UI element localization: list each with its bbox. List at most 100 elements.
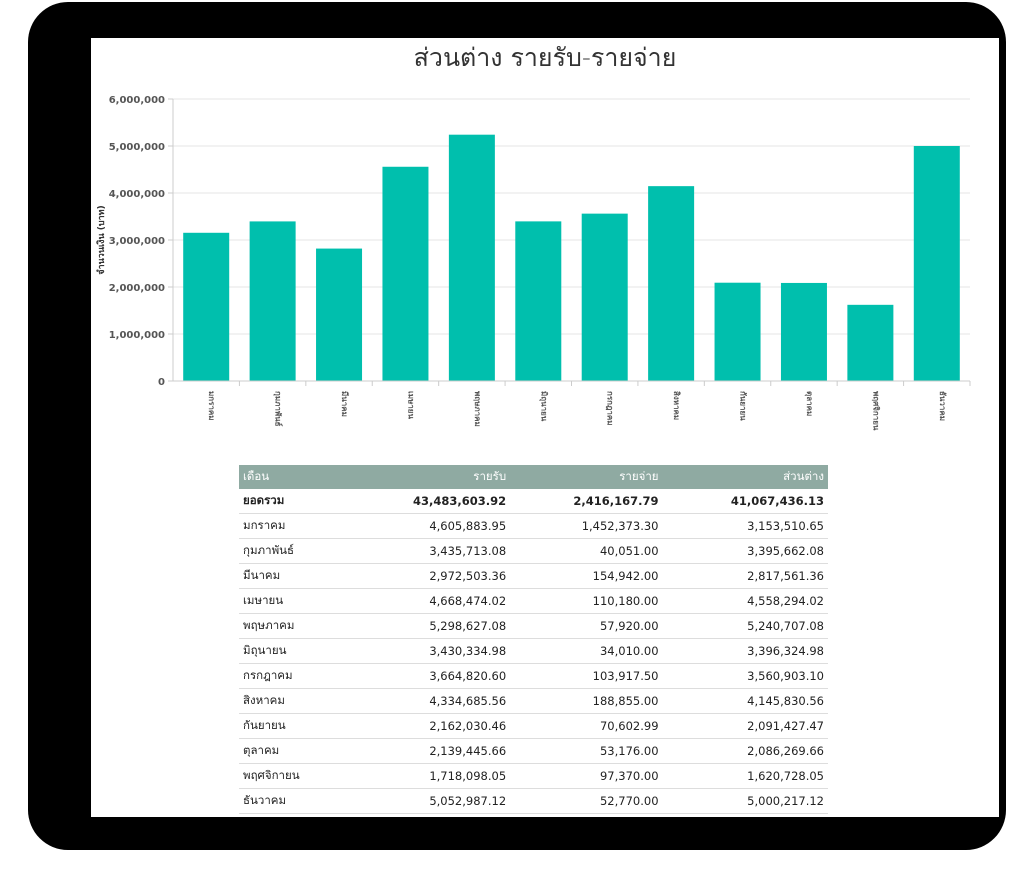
table-row: สิงหาคม 4,334,685.56 188,855.00 4,145,830.5… <box>239 688 828 714</box>
y-tick-label: 1,000,000 <box>109 330 165 341</box>
bar <box>913 145 960 381</box>
cell-month: กุมภาพันธ์ <box>239 538 345 564</box>
x-tick-label: พฤศจิกายน <box>871 391 880 431</box>
x-tick-label: ธันวาคม <box>938 391 947 421</box>
bar <box>847 304 894 381</box>
cell-difference: 2,091,427.47 <box>662 713 828 739</box>
cell-difference: 3,153,510.65 <box>662 513 828 539</box>
cell-income: 5,298,627.08 <box>344 613 511 639</box>
header-expense: รายจ่าย <box>510 465 663 489</box>
bar <box>714 282 761 381</box>
cell-expense: 154,942.00 <box>510 563 663 589</box>
cell-expense: 110,180.00 <box>510 588 663 614</box>
cell-income: 5,052,987.12 <box>344 788 511 814</box>
total-expense: 2,416,167.79 <box>510 489 663 514</box>
cell-month: สิงหาคม <box>239 688 345 714</box>
cell-income: 2,972,503.36 <box>344 563 511 589</box>
cell-income: 3,664,820.60 <box>344 663 511 689</box>
table-header-row: เดือน รายรับ รายจ่าย ส่วนต่าง <box>239 465 828 489</box>
y-tick-label: 4,000,000 <box>109 189 165 200</box>
bar <box>581 213 628 381</box>
cell-month: ตุลาคม <box>239 738 345 764</box>
cell-difference: 1,620,728.05 <box>662 763 828 789</box>
bar <box>249 221 296 381</box>
cell-income: 1,718,098.05 <box>344 763 511 789</box>
cell-expense: 103,917.50 <box>510 663 663 689</box>
cell-difference: 4,558,294.02 <box>662 588 828 614</box>
cell-month: พฤศจิกายน <box>239 763 345 789</box>
cell-difference: 3,396,324.98 <box>662 638 828 664</box>
cell-expense: 40,051.00 <box>510 538 663 564</box>
y-tick-label: 3,000,000 <box>109 236 165 247</box>
bar <box>448 134 495 381</box>
summary-table: เดือน รายรับ รายจ่าย ส่วนต่าง ยอดรวม 43,… <box>239 465 828 814</box>
cell-income: 4,334,685.56 <box>344 688 511 714</box>
x-tick-label: มีนาคม <box>340 391 350 417</box>
table-row: กรกฎาคม 3,664,820.60 103,917.50 3,560,903.1… <box>239 663 828 689</box>
table-row: พฤศจิกายน 1,718,098.05 97,370.00 1,620,728.… <box>239 763 828 789</box>
cell-expense: 70,602.99 <box>510 713 663 739</box>
total-label: ยอดรวม <box>239 489 345 514</box>
cell-income: 3,430,334.98 <box>344 638 511 664</box>
screen: ส่วนต่าง รายรับ-รายจ่าย 0 1,000,000 2,000,… <box>91 38 999 817</box>
cell-income: 4,668,474.02 <box>344 588 511 614</box>
bar <box>515 221 562 381</box>
cell-difference: 2,817,561.36 <box>662 563 828 589</box>
total-income: 43,483,603.92 <box>344 489 511 514</box>
cell-month: ธันวาคม <box>239 788 345 814</box>
chart-title: ส่วนต่าง รายรับ-รายจ่าย <box>413 43 677 72</box>
bar <box>648 186 695 381</box>
header-income: รายรับ <box>344 465 511 489</box>
cell-month: กรกฎาคม <box>239 663 345 689</box>
table-row: พฤษภาคม 5,298,627.08 57,920.00 5,240,707.08 <box>239 613 828 639</box>
x-tick-label: เมษายน <box>406 391 415 419</box>
table-row: มีนาคม 2,972,503.36 154,942.00 2,817,561.36 <box>239 563 828 589</box>
cell-expense: 188,855.00 <box>510 688 663 714</box>
bar <box>183 232 230 381</box>
cell-month: กันยายน <box>239 713 345 739</box>
cell-income: 2,162,030.46 <box>344 713 511 739</box>
table-row: ตุลาคม 2,139,445.66 53,176.00 2,086,269.66 <box>239 738 828 764</box>
x-tick-label: ตุลาคม <box>804 391 814 416</box>
y-tick-label: 6,000,000 <box>109 95 165 106</box>
cell-difference: 3,560,903.10 <box>662 663 828 689</box>
table-row: กันยายน 2,162,030.46 70,602.99 2,091,427.47 <box>239 713 828 739</box>
cell-income: 3,435,713.08 <box>344 538 511 564</box>
table-row: มกราคม 4,605,883.95 1,452,373.30 3,153,510.… <box>239 513 828 539</box>
x-tick-label: สิงหาคม <box>672 391 681 420</box>
device-frame: ส่วนต่าง รายรับ-รายจ่าย 0 1,000,000 2,000,… <box>28 2 1006 850</box>
y-axis-label: จำนวนเงิน (บาท) <box>96 205 107 274</box>
cell-month: มกราคม <box>239 513 345 539</box>
bar <box>780 282 827 381</box>
x-tick-label: กรกฎาคม <box>606 391 615 425</box>
cell-expense: 1,452,373.30 <box>510 513 663 539</box>
bar-chart: 0 1,000,000 2,000,000 3,000,000 4,000,000 5,0… <box>96 95 971 431</box>
bar <box>316 248 363 381</box>
x-tick-label: กันยายน <box>739 391 748 421</box>
cell-difference: 3,395,662.08 <box>662 538 828 564</box>
cell-difference: 2,086,269.66 <box>662 738 828 764</box>
cell-month: มิถุนายน <box>239 638 345 664</box>
cell-difference: 5,240,707.08 <box>662 613 828 639</box>
y-tick-label: 2,000,000 <box>109 283 165 294</box>
table-row: กุมภาพันธ์ 3,435,713.08 40,051.00 3,395,662… <box>239 538 828 564</box>
cell-expense: 97,370.00 <box>510 763 663 789</box>
x-tick-label: มกราคม <box>207 391 216 421</box>
cell-expense: 34,010.00 <box>510 638 663 664</box>
header-difference: ส่วนต่าง <box>662 465 828 489</box>
cell-expense: 57,920.00 <box>510 613 663 639</box>
x-tick-label: พฤษภาคม <box>473 391 482 427</box>
header-month: เดือน <box>239 465 345 489</box>
cell-income: 4,605,883.95 <box>344 513 511 539</box>
cell-difference: 5,000,217.12 <box>662 788 828 814</box>
cell-month: พฤษภาคม <box>239 613 345 639</box>
y-tick-label: 0 <box>158 377 165 388</box>
bar <box>382 166 429 381</box>
table-row: ธันวาคม 5,052,987.12 52,770.00 5,000,217.12 <box>239 788 828 814</box>
x-tick-label: กุมภาพันธ์ <box>273 391 284 427</box>
y-tick-label: 5,000,000 <box>109 142 165 153</box>
cell-month: มีนาคม <box>239 563 345 589</box>
cell-income: 2,139,445.66 <box>344 738 511 764</box>
table-row: มิถุนายน 3,430,334.98 34,010.00 3,396,324.9… <box>239 638 828 664</box>
x-tick-label: มิถุนายน <box>538 391 548 422</box>
